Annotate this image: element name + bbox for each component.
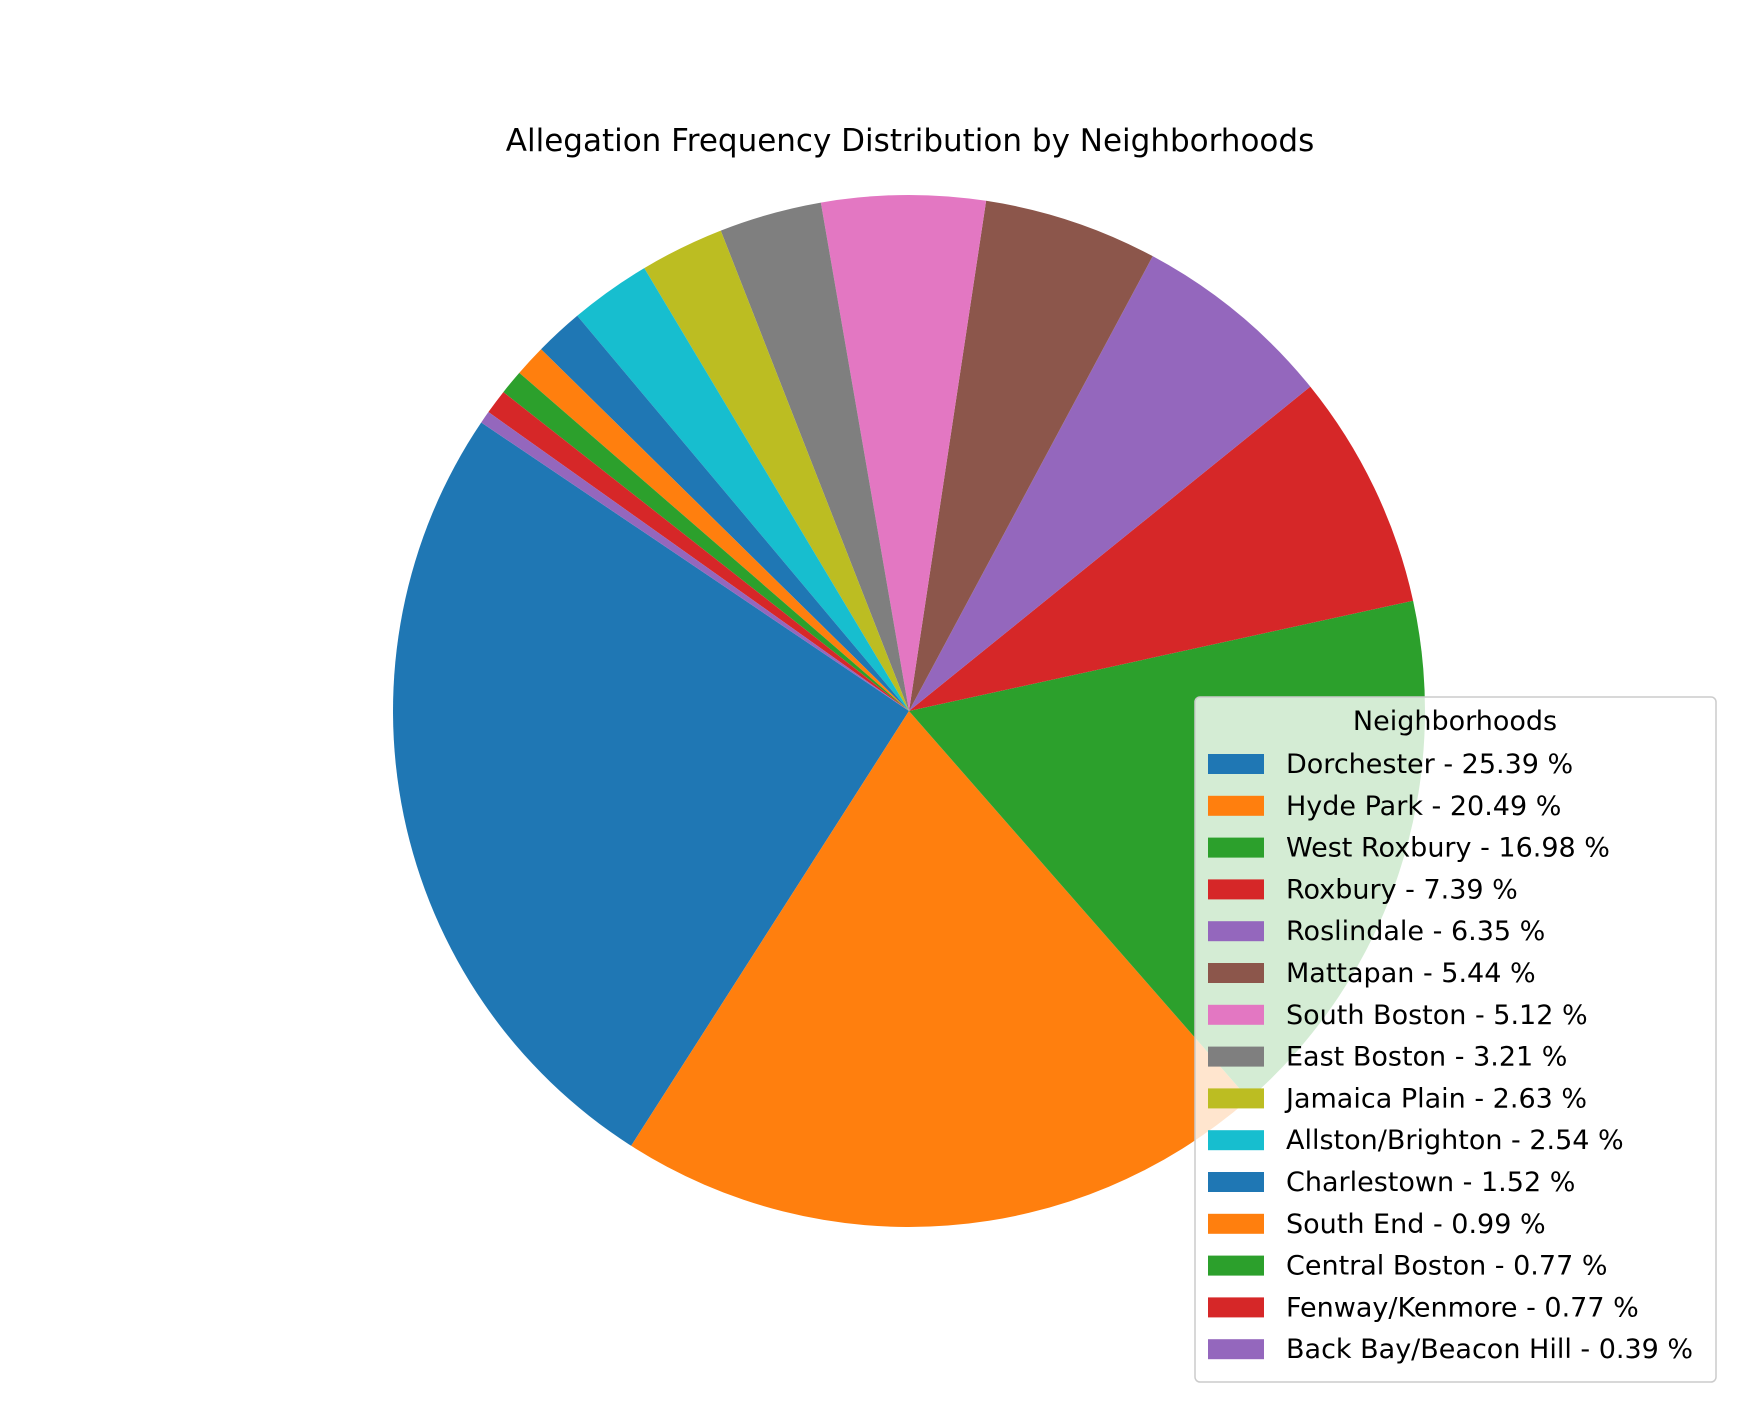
legend-entry-back-bay-beacon-hill: Back Bay/Beacon Hill - 0.39 % xyxy=(1208,1334,1693,1365)
legend-label: South Boston - 5.12 % xyxy=(1286,1000,1588,1031)
legend-label: Allston/Brighton - 2.54 % xyxy=(1286,1125,1624,1156)
legend-entry-east-boston: East Boston - 3.21 % xyxy=(1208,1042,1567,1073)
legend-swatch xyxy=(1208,795,1264,816)
legend-entry-dorchester: Dorchester - 25.39 % xyxy=(1208,749,1573,780)
legend-label: South End - 0.99 % xyxy=(1286,1209,1546,1240)
legend-swatch xyxy=(1208,879,1264,900)
pie-slice-hyde-park xyxy=(631,711,1249,1227)
legend-label: East Boston - 3.21 % xyxy=(1286,1042,1567,1073)
pie-slice-allston-brighton xyxy=(577,268,909,711)
pie-slice-south-end xyxy=(519,349,909,711)
pie-slice-jamaica-plain xyxy=(644,230,909,711)
legend-label: Roslindale - 6.35 % xyxy=(1286,916,1545,947)
legend-swatch xyxy=(1208,1130,1264,1151)
legend-entry-fenway-kenmore: Fenway/Kenmore - 0.77 % xyxy=(1208,1292,1639,1323)
legend-label: Back Bay/Beacon Hill - 0.39 % xyxy=(1286,1334,1693,1365)
pie-slice-east-boston xyxy=(720,202,909,711)
legend-swatch xyxy=(1208,754,1264,774)
legend: Neighborhoods Dorchester - 25.39 % Hyde P… xyxy=(1194,696,1717,1383)
legend-label: Fenway/Kenmore - 0.77 % xyxy=(1286,1292,1639,1323)
legend-label: Mattapan - 5.44 % xyxy=(1286,958,1536,989)
legend-title: Neighborhoods xyxy=(1353,706,1557,737)
legend-frame xyxy=(1194,696,1717,1383)
pie-slice-roxbury xyxy=(909,386,1414,711)
pie-slice-roslindale xyxy=(909,256,1311,711)
pie-slice-fenway-kenmore xyxy=(488,392,909,711)
pie-slice-dorchester xyxy=(393,422,909,1146)
chart-title: Allegation Frequency Distribution by Nei… xyxy=(506,123,1314,159)
legend-label: Charlestown - 1.52 % xyxy=(1286,1167,1575,1198)
legend-swatch xyxy=(1208,1004,1264,1025)
legend-label: West Roxbury - 16.98 % xyxy=(1286,833,1610,864)
legend-entry-south-end: South End - 0.99 % xyxy=(1208,1209,1546,1240)
legend-label: Jamaica Plain - 2.63 % xyxy=(1284,1083,1587,1114)
legend-swatch xyxy=(1208,837,1264,858)
legend-swatch xyxy=(1208,1172,1264,1192)
legend-swatch xyxy=(1208,963,1264,983)
legend-entry-central-boston: Central Boston - 0.77 % xyxy=(1208,1251,1607,1282)
legend-swatch xyxy=(1208,1088,1264,1109)
legend-entry-hyde-park: Hyde Park - 20.49 % xyxy=(1208,791,1561,822)
pie-slice-central-boston xyxy=(503,372,909,711)
legend-entry-roxbury: Roxbury - 7.39 % xyxy=(1208,874,1518,905)
legend-entry-charlestown: Charlestown - 1.52 % xyxy=(1208,1167,1575,1198)
legend-swatch xyxy=(1208,921,1264,942)
legend-entries: Dorchester - 25.39 % Hyde Park - 20.49 % W… xyxy=(1208,749,1693,1365)
legend-label: Hyde Park - 20.49 % xyxy=(1286,791,1561,822)
pie-slice-south-boston xyxy=(820,195,987,711)
pie-slice-charlestown xyxy=(541,315,909,711)
pie-slice-mattapan xyxy=(909,200,1153,712)
legend-entry-jamaica-plain: Jamaica Plain - 2.63 % xyxy=(1208,1083,1587,1114)
pie-slices xyxy=(393,195,1426,1227)
legend-label: Roxbury - 7.39 % xyxy=(1286,874,1518,905)
pie-slice-back-bay-beacon-hill xyxy=(481,412,909,711)
legend-entry-allston-brighton: Allston/Brighton - 2.54 % xyxy=(1208,1125,1624,1156)
legend-label: Central Boston - 0.77 % xyxy=(1286,1251,1607,1282)
legend-entry-mattapan: Mattapan - 5.44 % xyxy=(1208,958,1536,989)
legend-entry-south-boston: South Boston - 5.12 % xyxy=(1208,1000,1588,1031)
legend-swatch xyxy=(1208,1255,1264,1276)
legend-swatch xyxy=(1208,1297,1264,1318)
legend-label: Dorchester - 25.39 % xyxy=(1286,749,1573,780)
legend-entry-west-roxbury: West Roxbury - 16.98 % xyxy=(1208,833,1610,864)
legend-swatch xyxy=(1208,1213,1264,1234)
legend-swatch xyxy=(1208,1339,1264,1360)
legend-entry-roslindale: Roslindale - 6.35 % xyxy=(1208,916,1545,947)
legend-swatch xyxy=(1208,1046,1264,1067)
